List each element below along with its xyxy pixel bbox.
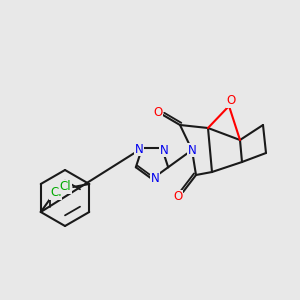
- Text: O: O: [226, 94, 236, 107]
- Text: Cl: Cl: [50, 187, 62, 200]
- Text: Cl: Cl: [59, 181, 71, 194]
- Text: N: N: [188, 143, 196, 157]
- Text: N: N: [160, 144, 168, 157]
- Text: O: O: [153, 106, 163, 118]
- Text: O: O: [173, 190, 183, 203]
- Text: N: N: [151, 172, 159, 184]
- Text: N: N: [135, 143, 143, 156]
